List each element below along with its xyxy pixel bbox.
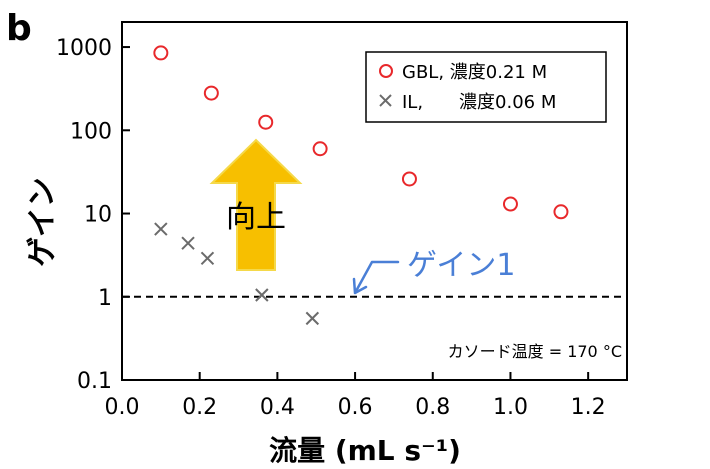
il-data-point xyxy=(181,236,195,250)
y-tick-label: 1 xyxy=(98,286,112,311)
y-tick-label: 100 xyxy=(70,119,112,144)
y-axis-label-group: ゲイン xyxy=(25,177,60,266)
gain-one-pointer-arrow xyxy=(352,260,400,295)
gbl-data-point xyxy=(153,45,169,61)
x-tick-label: 0.6 xyxy=(338,395,373,420)
legend-box xyxy=(365,51,607,123)
x-tick-label: 0.0 xyxy=(105,395,140,420)
legend-marker-il xyxy=(379,94,392,107)
gbl-data-point xyxy=(553,204,569,220)
y-ticks: 0.1 1 10 100 1000 xyxy=(56,36,130,394)
panel-label: b xyxy=(6,8,32,49)
x-tick-label: 0.8 xyxy=(415,395,450,420)
cathode-temperature-label: カソード温度 = 170 °C xyxy=(448,342,622,361)
gbl-data-point xyxy=(401,171,417,187)
y-tick-label: 10 xyxy=(84,203,112,228)
x-tick-label: 0.4 xyxy=(260,395,295,420)
il-data-point xyxy=(154,222,168,236)
x-tick-label: 1.2 xyxy=(571,395,606,420)
il-data-point xyxy=(255,288,269,302)
il-data-point xyxy=(200,251,215,265)
y-axis-label: ゲイン xyxy=(25,177,60,266)
plot-frame xyxy=(121,21,628,381)
gbl-data-point xyxy=(258,114,274,130)
il-data-point xyxy=(305,311,320,326)
gbl-data-point xyxy=(203,85,219,101)
improvement-label: 向上 xyxy=(226,200,286,235)
improvement-arrow xyxy=(209,138,303,271)
y-tick-label: 1000 xyxy=(56,36,112,61)
x-axis-label: 流量 (mL s⁻¹) xyxy=(269,434,461,467)
x-tick-label: 0.2 xyxy=(182,395,217,420)
data-points xyxy=(153,45,569,326)
gain-one-label: ゲイン1 xyxy=(407,248,516,283)
legend-marker-gbl xyxy=(379,64,393,78)
x-ticks: 0.0 0.2 0.4 0.6 0.8 1.0 1.2 xyxy=(105,372,606,420)
legend-label-gbl: GBL, 濃度0.21 M xyxy=(402,62,547,83)
x-tick-label: 1.0 xyxy=(493,395,528,420)
gbl-data-point xyxy=(502,196,518,212)
y-tick-label: 0.1 xyxy=(77,369,112,394)
gbl-data-point xyxy=(312,141,328,157)
legend: GBL, 濃度0.21 M IL, 濃度0.06 M xyxy=(365,51,607,123)
legend-label-il: IL, 濃度0.06 M xyxy=(402,92,556,113)
